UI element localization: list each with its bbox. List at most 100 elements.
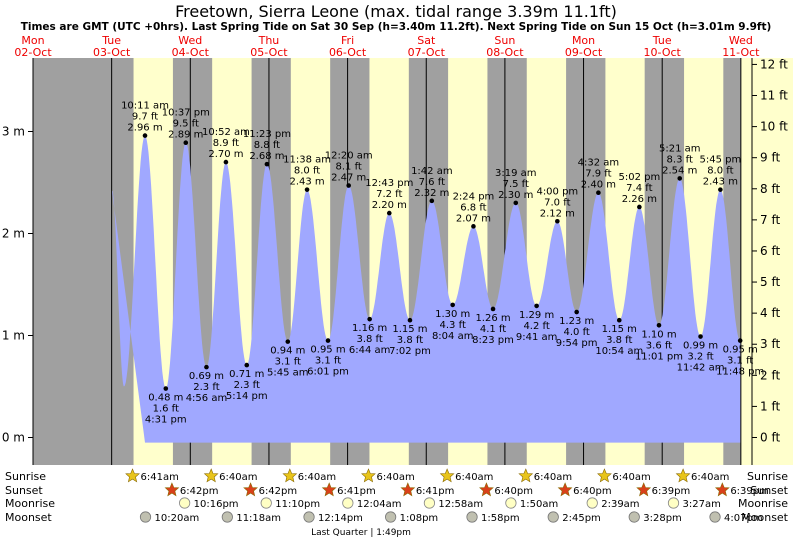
tide-m-label: 2.43 m	[289, 177, 324, 188]
tide-point	[367, 316, 372, 322]
moonrise-time: 10:16pm	[194, 499, 239, 510]
moonrise-icon	[586, 497, 598, 509]
tide-ft-label: 3.8 ft	[606, 335, 632, 346]
tide-ft-label: 7.4 ft	[626, 183, 652, 194]
moonset-time: 12:14pm	[318, 513, 363, 524]
tide-ft-label: 9.7 ft	[132, 112, 158, 123]
moonset-icon	[303, 511, 315, 523]
tide-ft-label: 7.9 ft	[585, 169, 611, 180]
sunset-icon	[714, 482, 730, 497]
tide-labels: 10:11 am9.7 ft2.96 m 0.48 m1.6 ft4:31 pm 1…	[121, 101, 764, 426]
daylight-band-end	[740, 58, 793, 465]
moonrise-row-label-left: Moonrise	[5, 497, 55, 510]
tide-ft-label: 4.0 ft	[563, 327, 589, 338]
tide-point	[513, 200, 519, 206]
day-name-label: Fri	[341, 34, 354, 47]
moonrise-time: 2:39am	[601, 499, 639, 510]
day-name-label: Thu	[258, 34, 280, 47]
tide-point	[244, 362, 250, 368]
sunrise-time: 6:41am	[141, 472, 179, 483]
tide-time-label: 1:42 am	[411, 166, 453, 177]
day-date-label: 04-Oct	[172, 46, 210, 59]
tide-m-label: 0.69 m	[189, 371, 224, 382]
tide-time-label: 11:38 am	[283, 155, 331, 166]
right-axis-tick-label: 10 ft	[760, 120, 788, 134]
tide-m-label: 2.47 m	[331, 173, 366, 184]
tide-m-label: 1.23 m	[559, 316, 594, 327]
day-date-label: 05-Oct	[250, 46, 288, 59]
tide-ft-label: 8.0 ft	[294, 166, 320, 177]
tide-ft-label: 3.6 ft	[646, 340, 672, 351]
tide-time-label: 8:23 pm	[472, 335, 514, 346]
sunset-icon	[636, 482, 652, 497]
right-axis-tick-label: 0 ft	[760, 431, 780, 445]
moonset-icon	[221, 511, 233, 523]
tide-time-label: 6:01 pm	[307, 367, 349, 378]
moonset-time: 1:08pm	[400, 513, 439, 524]
moonrise-icon	[260, 497, 272, 509]
tide-ft-label: 8.8 ft	[254, 140, 280, 151]
moonset-icon	[139, 511, 152, 523]
tide-m-label: 2.68 m	[249, 151, 284, 162]
tide-point	[386, 210, 392, 216]
tide-ft-label: 8.3 ft	[667, 154, 693, 165]
sunrise-row-label-right: Sunrise	[747, 470, 788, 483]
tide-point	[142, 133, 148, 138]
tide-point	[450, 302, 455, 308]
tide-point	[574, 309, 579, 315]
tide-time-label: 4:32 am	[578, 158, 620, 169]
tide-m-label: 2.43 m	[703, 177, 738, 188]
tide-time-label: 12:20 am	[325, 151, 373, 162]
sunset-row-label-left: Sunset	[5, 484, 43, 497]
tide-time-label: 8:04 am	[432, 331, 474, 342]
tide-point	[325, 338, 331, 343]
sunrise-time: 6:40am	[455, 472, 493, 483]
sunrise-icon	[125, 468, 140, 483]
tide-ft-label: 4.1 ft	[480, 324, 506, 335]
moonrise-time: 3:27am	[683, 499, 721, 510]
tide-time-label: 11:01 pm	[635, 351, 683, 362]
moonrise-time: 11:10pm	[275, 499, 320, 510]
day-date-label: 09-Oct	[565, 46, 603, 59]
left-axis-tick-label: 1 m	[2, 329, 25, 343]
day-date-label: 08-Oct	[486, 46, 524, 59]
moonset-time: 1:58pm	[481, 513, 520, 524]
moonset-time: 2:45pm	[562, 513, 601, 524]
right-axis-tick-label: 1 ft	[760, 399, 780, 413]
tide-m-label: 2.40 m	[581, 180, 616, 191]
tide-ft-label: 3.1 ft	[727, 356, 753, 367]
tide-ft-label: 8.9 ft	[213, 138, 239, 149]
sunset-time: 6:40pm	[573, 486, 612, 497]
tide-m-label: 1.26 m	[475, 313, 510, 324]
sunset-icon	[321, 482, 337, 497]
tide-point	[223, 159, 229, 165]
tide-m-label: 0.94 m	[270, 346, 305, 357]
tide-m-label: 0.95 m	[723, 345, 758, 356]
sunrise-time: 6:40am	[298, 472, 336, 483]
day-date-label: 10-Oct	[644, 46, 682, 59]
day-name-label: Wed	[729, 34, 753, 47]
left-axis-tick-label: 0 m	[2, 431, 25, 445]
tide-m-label: 1.10 m	[641, 329, 676, 340]
sunrise-time: 6:40am	[612, 472, 650, 483]
tide-ft-label: 3.8 ft	[356, 334, 382, 345]
chart-title: Freetown, Sierra Leone (max. tidal range…	[175, 2, 617, 21]
right-axis-tick-label: 4 ft	[760, 306, 780, 320]
day-name-label: Mon	[572, 34, 595, 47]
tide-ft-label: 2.3 ft	[193, 382, 219, 393]
sunset-time: 6:39pm	[730, 486, 769, 497]
day-name-label: Tue	[101, 34, 121, 47]
tide-time-label: 5:02 pm	[618, 172, 660, 183]
sunset-time: 6:39pm	[652, 486, 691, 497]
tide-time-label: 12:43 pm	[365, 178, 413, 189]
right-axis-tick-label: 7 ft	[760, 213, 780, 227]
tide-m-label: 1.29 m	[519, 310, 554, 321]
tide-time-label: 10:54 am	[595, 346, 643, 357]
moonset-row-label-right: Moonset	[741, 511, 788, 524]
tide-m-label: 2.12 m	[540, 208, 575, 219]
tide-ft-label: 8.0 ft	[707, 166, 733, 177]
tide-ft-label: 3.1 ft	[315, 356, 341, 367]
tide-point	[718, 187, 723, 192]
moonset-time: 11:18am	[236, 513, 281, 524]
tide-ft-label: 7.0 ft	[544, 197, 570, 208]
